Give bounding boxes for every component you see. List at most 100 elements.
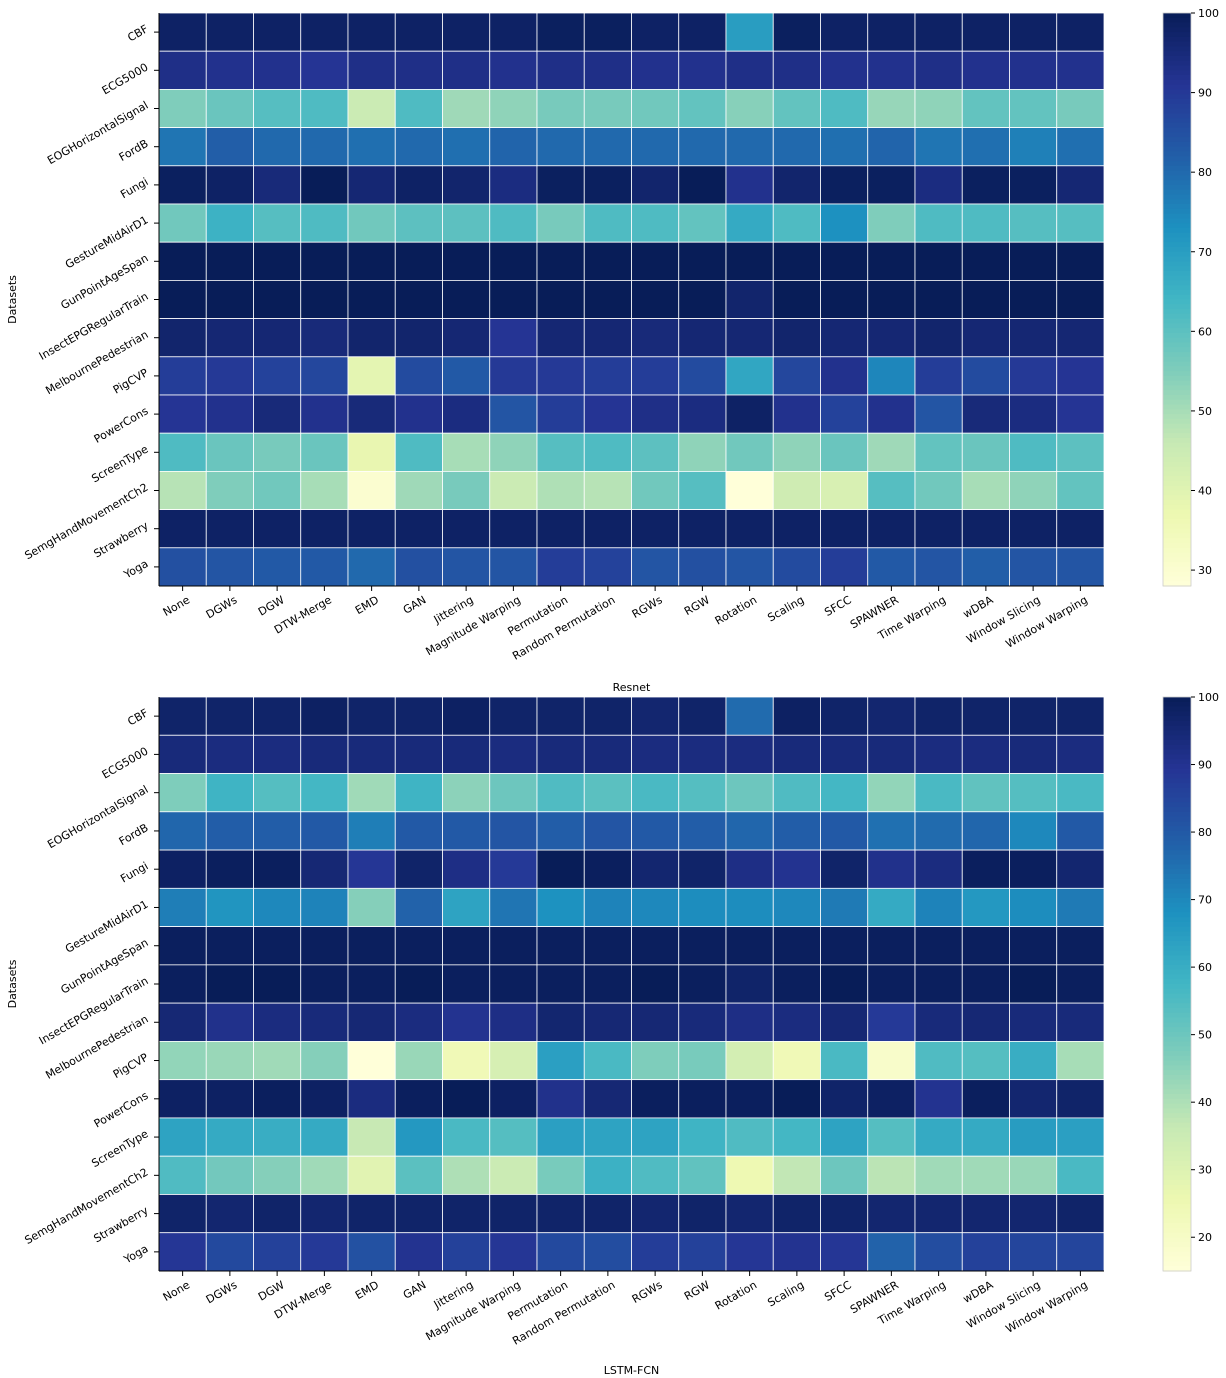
heatmap-cell-fordb-jittering bbox=[442, 127, 491, 167]
heatmap-cell-powercons-none bbox=[158, 394, 207, 434]
heatmap-cell-cbf-window-warping bbox=[1056, 12, 1105, 52]
heatmap-cell-gunpointagespan-rotation bbox=[725, 926, 774, 966]
colorbar-segment bbox=[1163, 807, 1191, 813]
colorbar-segment bbox=[1163, 266, 1191, 272]
colorbar-segment bbox=[1163, 1113, 1191, 1119]
heatmap-cell-fungi-random-permutation bbox=[583, 849, 632, 889]
heatmap-cell-yoga-gan bbox=[394, 1232, 443, 1272]
colorbar-segment bbox=[1163, 1194, 1191, 1200]
heatmap-cell-cbf-dtw-merge bbox=[300, 12, 349, 52]
heatmap-cell-gunpointagespan-emd bbox=[347, 241, 396, 281]
heatmap-cell-cbf-window-warping bbox=[1056, 696, 1105, 736]
heatmap-cell-strawberry-permutation bbox=[536, 509, 585, 549]
heatmap-cell-gesturemidaird1-dtw-merge bbox=[300, 203, 349, 243]
colorbar-segment bbox=[1163, 65, 1191, 71]
heatmap-cell-yoga-scaling bbox=[772, 1232, 821, 1272]
colorbar-segment bbox=[1163, 1141, 1191, 1148]
colorbar-segment bbox=[1163, 304, 1191, 310]
heatmap-cell-insectepgregulartrain-window-slicing bbox=[1009, 964, 1058, 1004]
heatmap-cell-semghandmovementch2-sfcc bbox=[820, 1155, 869, 1195]
heatmap-cell-yoga-rgws bbox=[631, 547, 680, 587]
heatmap-cell-cbf-dgw bbox=[253, 12, 302, 52]
colorbar-segment bbox=[1163, 60, 1191, 67]
heatmap-cell-yoga-scaling bbox=[772, 547, 821, 587]
heatmap-cell-eoghorizontalsignal-dgw bbox=[253, 89, 302, 129]
colorbar-segment bbox=[1163, 380, 1191, 387]
colorbar-segment bbox=[1163, 184, 1191, 191]
y-tick-label-pigcvp: PigCVP bbox=[111, 366, 151, 397]
colorbar-segment bbox=[1163, 328, 1191, 334]
heatmap-cell-gesturemidaird1-wdba bbox=[961, 203, 1010, 243]
heatmap-cell-strawberry-magnitude-warping bbox=[489, 1194, 538, 1234]
heatmap-cell-semghandmovementch2-rgws bbox=[631, 1155, 680, 1195]
heatmap-cell-fungi-time-warping bbox=[914, 849, 963, 889]
heatmap-cell-strawberry-spawner bbox=[867, 1194, 916, 1234]
heatmap-cell-screentype-magnitude-warping bbox=[489, 432, 538, 472]
heatmap-cell-fordb-rgws bbox=[631, 811, 680, 851]
colorbar-segment bbox=[1163, 816, 1191, 822]
colorbar-segment bbox=[1163, 538, 1191, 544]
heatmap-cell-pigcvp-gan bbox=[394, 1041, 443, 1081]
heatmap-cell-screentype-dtw-merge bbox=[300, 432, 349, 472]
heatmap-cell-strawberry-sfcc bbox=[820, 1194, 869, 1234]
heatmap-cell-semghandmovementch2-dgws bbox=[205, 470, 254, 510]
heatmap-cell-powercons-gan bbox=[394, 1079, 443, 1119]
heatmap-cell-melbournepedestrian-rotation bbox=[725, 1002, 774, 1042]
colorbar-segment bbox=[1163, 988, 1191, 995]
heatmap-cell-eoghorizontalsignal-window-warping bbox=[1056, 89, 1105, 129]
heatmap-cell-gesturemidaird1-dgw bbox=[253, 887, 302, 927]
heatmap-cell-fungi-window-slicing bbox=[1009, 849, 1058, 889]
heatmap-cell-pigcvp-spawner bbox=[867, 1041, 916, 1081]
y-tick-label-strawberry: Strawberry bbox=[91, 519, 150, 561]
heatmap-cell-ecg5000-rgw bbox=[678, 50, 727, 90]
x-tick-label-sfcc: SFCC bbox=[822, 1278, 854, 1304]
heatmap-cell-melbournepedestrian-none bbox=[158, 1002, 207, 1042]
colorbar-segment bbox=[1163, 955, 1191, 961]
heatmap-cell-gunpointagespan-permutation bbox=[536, 241, 585, 281]
colorbar-segment bbox=[1163, 270, 1191, 277]
heatmap-cell-gesturemidaird1-jittering bbox=[442, 203, 491, 243]
colorbar-segment bbox=[1163, 452, 1191, 458]
heatmap-cell-pigcvp-scaling bbox=[772, 356, 821, 396]
heatmap-cell-gunpointagespan-magnitude-warping bbox=[489, 926, 538, 966]
heatmap-cell-insectepgregulartrain-dgws bbox=[205, 964, 254, 1004]
heatmap-cell-strawberry-random-permutation bbox=[583, 509, 632, 549]
heatmap-cell-gunpointagespan-window-warping bbox=[1056, 926, 1105, 966]
heatmap-cell-semghandmovementch2-window-warping bbox=[1056, 470, 1105, 510]
colorbar-segment bbox=[1163, 1189, 1191, 1196]
x-tick-label-emd: EMD bbox=[353, 593, 381, 617]
heatmap-cell-melbournepedestrian-time-warping bbox=[914, 318, 963, 358]
heatmap-cell-screentype-wdba bbox=[961, 1117, 1010, 1157]
colorbar-segment bbox=[1163, 984, 1191, 990]
heatmap-cell-ecg5000-emd bbox=[347, 734, 396, 774]
colorbar-segment bbox=[1163, 113, 1191, 119]
heatmap-cell-pigcvp-emd bbox=[347, 1041, 396, 1081]
colorbar-segment bbox=[1163, 964, 1191, 971]
heatmap-cell-ecg5000-gan bbox=[394, 734, 443, 774]
heatmap-cell-fungi-wdba bbox=[961, 849, 1010, 889]
heatmap-cell-eoghorizontalsignal-permutation bbox=[536, 773, 585, 813]
heatmap-cell-semghandmovementch2-wdba bbox=[961, 470, 1010, 510]
heatmap-cell-pigcvp-sfcc bbox=[820, 1041, 869, 1081]
heatmap-cell-pigcvp-jittering bbox=[442, 1041, 491, 1081]
colorbar-segment bbox=[1163, 864, 1191, 870]
heatmap-cell-eoghorizontalsignal-rgws bbox=[631, 773, 680, 813]
colorbar-segment bbox=[1163, 1117, 1191, 1124]
heatmap-cell-pigcvp-permutation bbox=[536, 356, 585, 396]
colorbar-segment bbox=[1163, 926, 1191, 932]
heatmap-cell-powercons-rgws bbox=[631, 394, 680, 434]
heatmap-cell-gunpointagespan-gan bbox=[394, 926, 443, 966]
colorbar-segment bbox=[1163, 103, 1191, 110]
colorbar-segment bbox=[1163, 1074, 1191, 1081]
heatmap-cell-pigcvp-rgw bbox=[678, 356, 727, 396]
heatmap-cell-melbournepedestrian-dgws bbox=[205, 1002, 254, 1042]
heatmap-cell-melbournepedestrian-spawner bbox=[867, 318, 916, 358]
heatmap-cell-gesturemidaird1-window-warping bbox=[1056, 203, 1105, 243]
colorbar-segment bbox=[1163, 89, 1191, 95]
heatmap-cell-ecg5000-rotation bbox=[725, 50, 774, 90]
heatmap-cell-cbf-permutation bbox=[536, 696, 585, 736]
heatmap-cell-gunpointagespan-time-warping bbox=[914, 926, 963, 966]
heatmap-cell-gunpointagespan-dtw-merge bbox=[300, 926, 349, 966]
heatmap-cell-gesturemidaird1-rgw bbox=[678, 887, 727, 927]
colorbar-segment bbox=[1163, 1247, 1191, 1253]
